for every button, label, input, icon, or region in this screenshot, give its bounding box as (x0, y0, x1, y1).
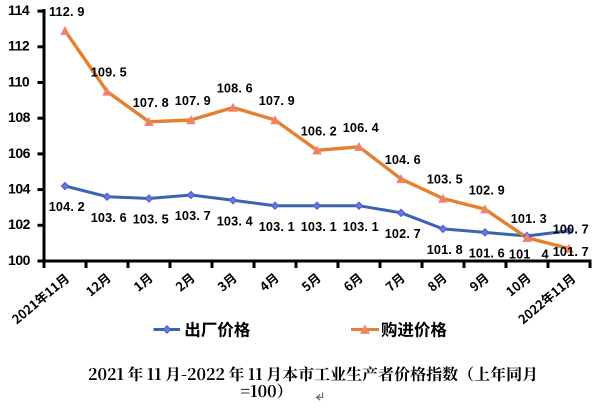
svg-text:103. 6: 103. 6 (91, 211, 127, 225)
svg-text:104: 104 (8, 181, 31, 197)
svg-text:102. 9: 102. 9 (469, 183, 505, 197)
svg-text:104. 2: 104. 2 (49, 200, 85, 214)
svg-text:108. 6: 108. 6 (217, 82, 253, 96)
svg-text:103. 1: 103. 1 (343, 220, 379, 234)
svg-text:103. 7: 103. 7 (175, 209, 211, 223)
svg-text:101. 7: 101. 7 (553, 245, 589, 259)
svg-text:102. 7: 102. 7 (385, 227, 421, 241)
svg-text:107. 9: 107. 9 (259, 94, 295, 108)
svg-text:114: 114 (8, 2, 30, 18)
svg-text:101. 6: 101. 6 (469, 247, 505, 261)
svg-text:100. 7: 100. 7 (553, 223, 589, 237)
svg-text:100: 100 (8, 252, 31, 268)
svg-text:109. 5: 109. 5 (91, 66, 127, 80)
svg-text:103. 4: 103. 4 (217, 214, 253, 228)
svg-text:101. 8: 101. 8 (427, 243, 463, 257)
svg-text:103. 5: 103. 5 (133, 213, 169, 227)
svg-text:106. 4: 106. 4 (343, 121, 379, 135)
svg-text:101 4: 101 4 (509, 248, 549, 262)
svg-text:107. 9: 107. 9 (175, 94, 211, 108)
svg-text:102: 102 (8, 216, 31, 232)
svg-text:112: 112 (8, 38, 30, 54)
svg-text:103. 1: 103. 1 (259, 220, 295, 234)
svg-text:107. 8: 107. 8 (133, 96, 169, 110)
svg-text:108: 108 (8, 109, 31, 125)
svg-text:103. 1: 103. 1 (301, 220, 337, 234)
svg-text:106: 106 (8, 145, 31, 161)
svg-text:106. 2: 106. 2 (301, 124, 337, 138)
svg-text:104. 6: 104. 6 (385, 153, 421, 167)
svg-text:110: 110 (8, 73, 30, 89)
svg-text:103. 5: 103. 5 (427, 173, 463, 187)
svg-text:101. 3: 101. 3 (511, 212, 547, 226)
svg-text:112. 9: 112. 9 (49, 5, 84, 19)
